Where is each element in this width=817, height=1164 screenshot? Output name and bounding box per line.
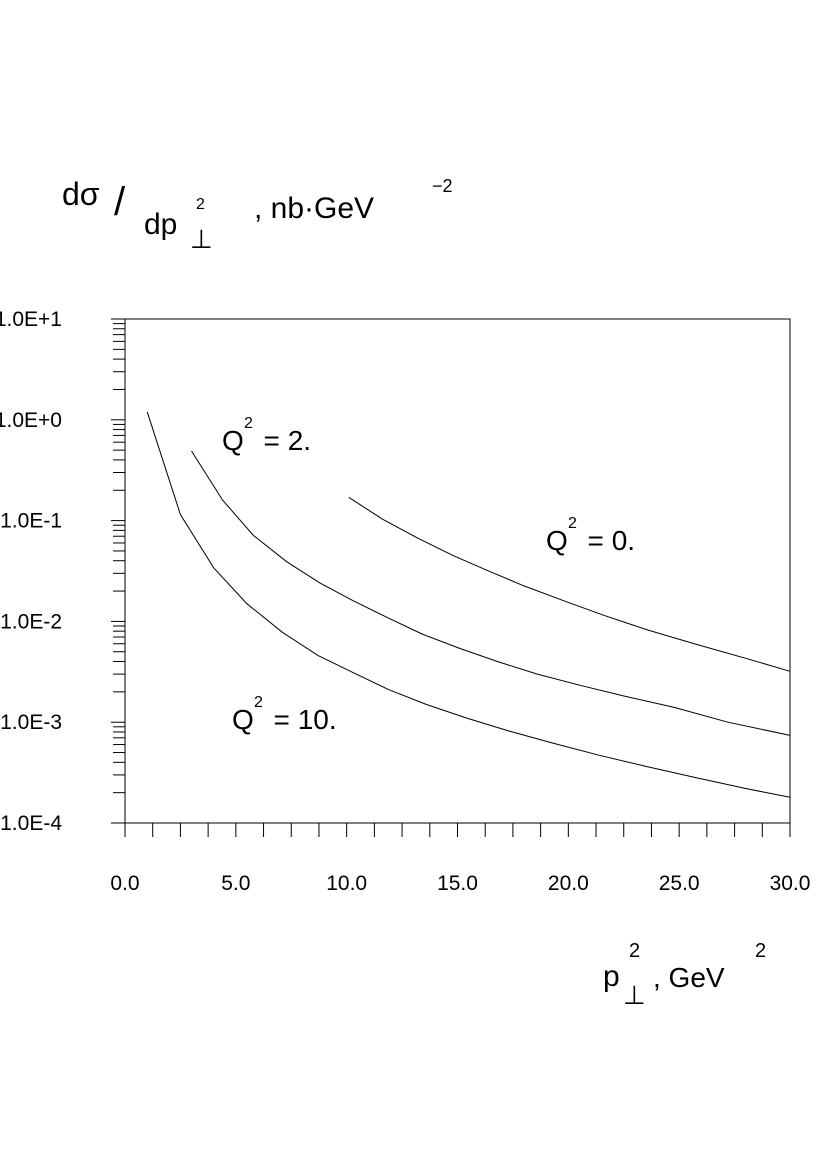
y-label-denominator: dp xyxy=(144,208,178,241)
x-tick-label: 25.0 xyxy=(659,872,700,895)
y-minor-ticks xyxy=(113,323,125,794)
y-label-numerator: dσ xyxy=(62,176,100,212)
y-label-denominator-sup: 2 xyxy=(196,196,205,213)
data-curves xyxy=(146,411,791,798)
x-tick-labels: 0.0 5.0 10.0 15.0 20.0 25.0 30.0 xyxy=(110,872,810,895)
y-label-slash: / xyxy=(114,180,126,224)
x-tick-label: 10.0 xyxy=(326,872,367,895)
x-tick-label: 5.0 xyxy=(221,872,250,895)
y-axis-label: dσ / dp 2 ⊥ , nb·GeV −2 xyxy=(62,172,522,254)
y-tick-label: 1.0E+0 xyxy=(0,409,62,432)
y-tick-labels: 1.0E+1 1.0E+0 1.0E-1 1.0E-2 1.0E-3 1.0E-4 xyxy=(0,308,125,835)
x-label-sup: 2 xyxy=(629,940,641,962)
y-tick-label: 1.0E-1 xyxy=(0,510,62,533)
x-label-units: , GeV xyxy=(653,962,725,993)
series-line-2 xyxy=(146,411,791,798)
x-tick-label: 30.0 xyxy=(770,872,811,895)
x-tick-label: 0.0 xyxy=(110,872,139,895)
x-label-sub: ⊥ xyxy=(623,980,646,1010)
y-label-units: , nb·GeV xyxy=(254,192,375,225)
y-tick-label: 1.0E-4 xyxy=(0,812,62,835)
x-tick-label: 15.0 xyxy=(437,872,478,895)
y-tick-label: 1.0E+1 xyxy=(0,308,62,331)
y-tick-label: 1.0E-3 xyxy=(0,711,62,734)
plot-frame xyxy=(124,318,791,824)
y-label-units-sup: −2 xyxy=(432,176,453,196)
x-minor-ticks xyxy=(124,823,791,837)
x-tick-label: 20.0 xyxy=(548,872,589,895)
series-line-1 xyxy=(191,450,791,736)
x-axis-label: p 2 ⊥ , GeV 2 xyxy=(603,940,803,1010)
x-label-units-sup: 2 xyxy=(755,940,767,962)
y-label-denominator-sub: ⊥ xyxy=(190,224,213,254)
series-line-0 xyxy=(348,496,791,672)
x-label-base: p xyxy=(603,960,620,993)
y-tick-label: 1.0E-2 xyxy=(0,610,62,633)
